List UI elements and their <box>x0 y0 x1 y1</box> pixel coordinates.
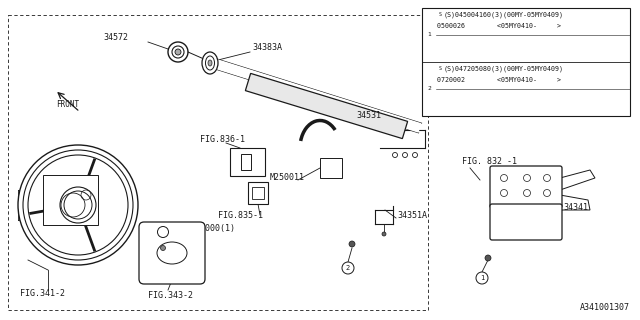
Circle shape <box>175 49 181 55</box>
Text: 0720002        <05MY0410-     >: 0720002 <05MY0410- > <box>437 77 561 83</box>
Text: (S)045004160(3)(00MY-05MY0409): (S)045004160(3)(00MY-05MY0409) <box>444 11 564 18</box>
FancyBboxPatch shape <box>139 222 205 284</box>
Bar <box>230 148 265 176</box>
Polygon shape <box>245 73 408 139</box>
Text: S: S <box>438 66 442 70</box>
Circle shape <box>413 153 417 157</box>
Text: FIG. 832 -1: FIG. 832 -1 <box>462 157 517 166</box>
Circle shape <box>392 153 397 157</box>
Text: FIG.836-1: FIG.836-1 <box>200 135 245 145</box>
Text: 34531: 34531 <box>356 110 381 119</box>
Circle shape <box>382 232 386 236</box>
Polygon shape <box>211 58 422 133</box>
FancyBboxPatch shape <box>490 166 562 208</box>
Circle shape <box>172 46 184 58</box>
Circle shape <box>403 153 408 157</box>
Text: 34351A: 34351A <box>397 211 427 220</box>
Text: N023812000(1): N023812000(1) <box>170 223 235 233</box>
Circle shape <box>424 30 434 40</box>
Circle shape <box>60 187 96 223</box>
Bar <box>241 154 251 170</box>
Text: 34341: 34341 <box>563 204 588 212</box>
Circle shape <box>161 245 166 251</box>
Text: 0500026        <05MY0410-     >: 0500026 <05MY0410- > <box>437 23 561 29</box>
Text: 34383A: 34383A <box>252 44 282 52</box>
Circle shape <box>349 241 355 247</box>
Polygon shape <box>560 170 595 190</box>
Bar <box>248 182 268 204</box>
Ellipse shape <box>205 56 214 70</box>
Circle shape <box>168 42 188 62</box>
Bar <box>8 15 428 310</box>
Text: FIG.835-1: FIG.835-1 <box>218 211 263 220</box>
Text: N: N <box>161 229 164 235</box>
Circle shape <box>485 255 491 261</box>
Bar <box>422 8 630 116</box>
Circle shape <box>157 227 168 237</box>
Text: 1: 1 <box>480 275 484 281</box>
Text: 2: 2 <box>346 265 350 271</box>
Text: FIG.343-2: FIG.343-2 <box>148 291 193 300</box>
Text: 1: 1 <box>427 33 431 37</box>
Text: FIG.341-2: FIG.341-2 <box>20 289 65 298</box>
FancyBboxPatch shape <box>490 204 562 240</box>
Ellipse shape <box>208 60 212 66</box>
Circle shape <box>476 272 488 284</box>
Bar <box>43 175 98 225</box>
Bar <box>320 158 342 178</box>
Circle shape <box>23 150 133 260</box>
Text: M250011: M250011 <box>270 173 305 182</box>
Text: 2: 2 <box>427 86 431 92</box>
Ellipse shape <box>202 52 218 74</box>
Circle shape <box>342 262 354 274</box>
Circle shape <box>18 145 138 265</box>
Text: FRONT: FRONT <box>56 100 79 109</box>
Text: A341001307: A341001307 <box>580 303 630 312</box>
Polygon shape <box>560 195 590 210</box>
Bar <box>252 187 264 199</box>
Text: S: S <box>438 12 442 17</box>
Text: 34572: 34572 <box>103 34 128 43</box>
Circle shape <box>424 84 434 94</box>
Text: (S)047205080(3)(00MY-05MY0409): (S)047205080(3)(00MY-05MY0409) <box>444 65 564 71</box>
